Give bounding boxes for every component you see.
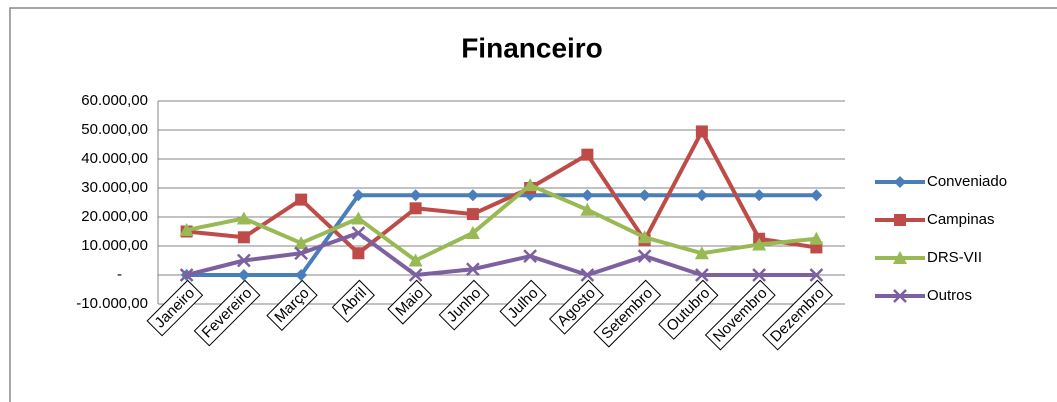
legend-marker <box>893 251 907 264</box>
marker <box>580 268 595 282</box>
marker <box>409 202 422 215</box>
marker <box>466 208 479 221</box>
marker <box>695 125 708 138</box>
legend-marker <box>893 289 907 303</box>
marker <box>810 189 823 202</box>
x-tick-box <box>438 279 490 331</box>
x-tick-box <box>193 279 261 347</box>
marker <box>752 237 767 251</box>
marker <box>351 211 366 225</box>
marker <box>237 231 250 244</box>
marker <box>294 246 309 261</box>
y-tick-label: -10.000,00 <box>76 295 148 312</box>
series-line <box>186 193 817 277</box>
series-line <box>186 183 817 263</box>
marker <box>408 268 423 282</box>
marker <box>523 178 538 192</box>
chart-frame <box>9 7 1057 402</box>
x-tick-box <box>593 279 662 348</box>
y-tick-label: 20.000,00 <box>81 208 148 225</box>
y-tick-label: 40.000,00 <box>81 150 148 167</box>
x-tick-box <box>387 279 433 325</box>
marker <box>179 223 194 237</box>
y-tick-label: 10.000,00 <box>81 237 148 254</box>
marker <box>695 189 708 202</box>
marker <box>523 249 538 264</box>
marker <box>809 231 824 245</box>
marker <box>295 269 308 281</box>
marker <box>753 189 766 202</box>
marker <box>581 189 594 202</box>
marker <box>294 236 309 250</box>
marker <box>580 202 595 216</box>
marker <box>179 268 194 282</box>
marker <box>637 230 652 244</box>
marker <box>694 246 709 260</box>
marker <box>581 148 594 161</box>
series-line <box>186 230 817 277</box>
x-tick-box <box>762 279 833 351</box>
marker <box>295 193 308 206</box>
y-tick-label: 60.000,00 <box>81 92 148 109</box>
legend-label: DRS-VII <box>927 249 982 266</box>
x-tick-box <box>499 279 547 327</box>
marker <box>637 249 652 264</box>
x-tick-box <box>146 279 204 337</box>
x-tick-box <box>704 279 776 351</box>
legend-marker <box>894 176 906 188</box>
marker <box>694 268 709 282</box>
marker <box>809 268 824 282</box>
marker <box>236 253 251 268</box>
chart-title: Financeiro <box>461 32 603 63</box>
legend-label: Outros <box>927 287 972 304</box>
x-tick-box <box>658 279 719 340</box>
marker <box>352 189 365 202</box>
marker <box>465 262 480 277</box>
marker <box>408 253 423 267</box>
marker <box>409 189 422 202</box>
legend-label: Campinas <box>927 211 995 228</box>
marker <box>638 189 651 202</box>
y-tick-label: 50.000,00 <box>81 121 148 138</box>
marker <box>465 225 480 239</box>
marker <box>752 268 767 282</box>
x-tick-box <box>266 279 318 332</box>
x-tick-box <box>549 279 604 335</box>
marker <box>236 211 251 225</box>
y-tick-label: 30.000,00 <box>81 179 148 196</box>
marker <box>466 189 479 202</box>
y-tick-label: - <box>117 266 122 283</box>
legend-label: Conveniado <box>927 173 1007 190</box>
series-line <box>186 129 817 256</box>
marker <box>352 247 365 260</box>
x-tick-box <box>331 279 375 323</box>
marker <box>237 269 250 281</box>
legend-marker <box>894 214 906 226</box>
marker <box>351 226 366 240</box>
